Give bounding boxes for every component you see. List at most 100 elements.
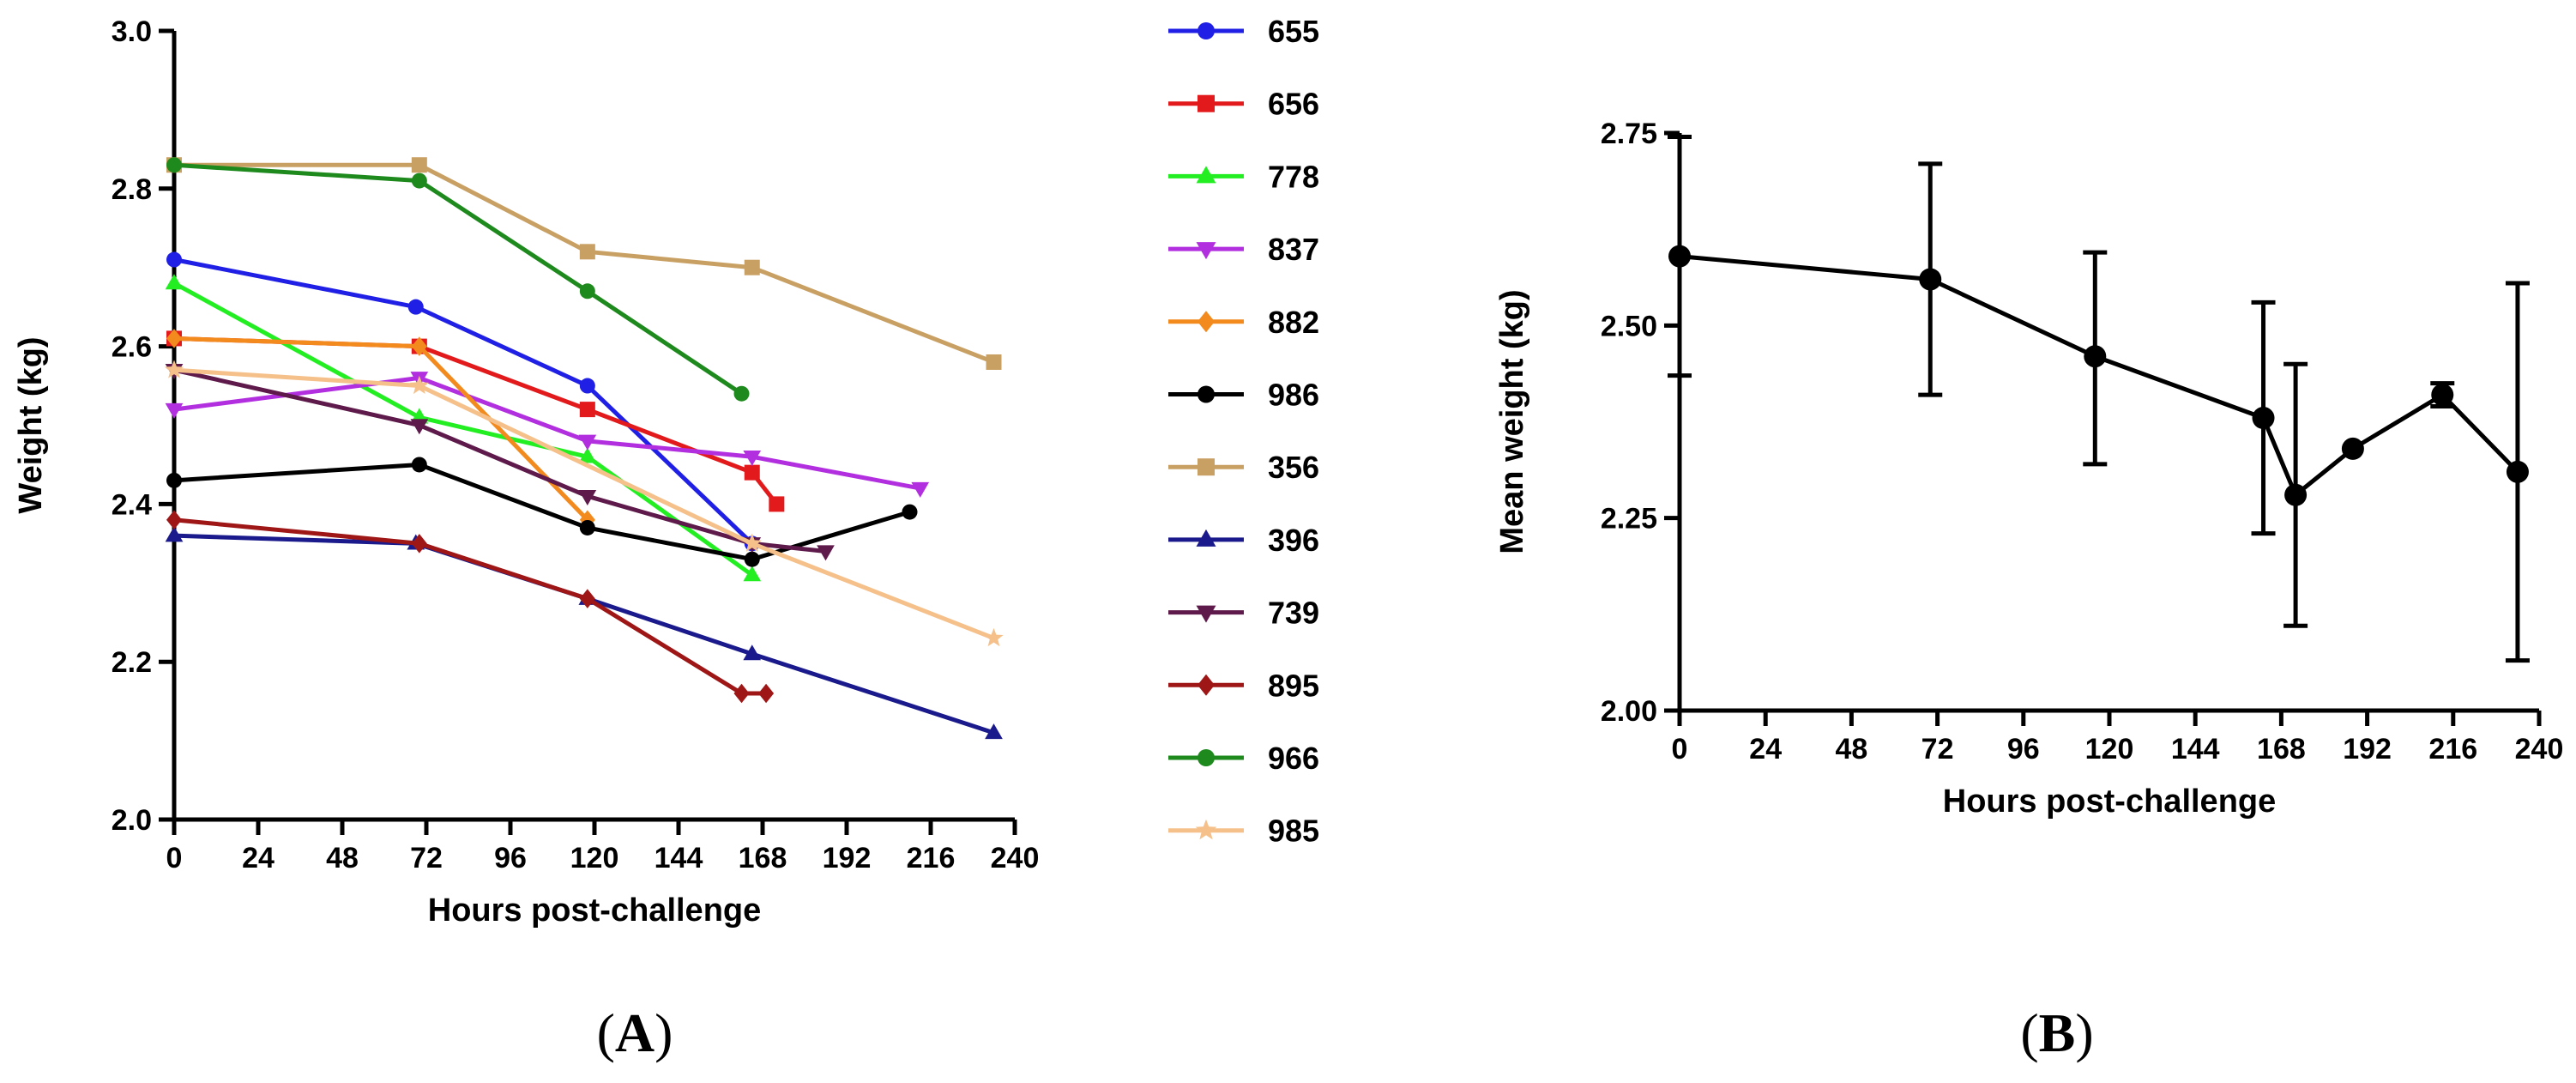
data-point-966 [733,385,750,402]
legend-item-985: 985 [1168,814,1319,849]
legend-swatch-marker [1198,22,1215,39]
data-point-985 [984,627,1004,647]
data-point-396 [985,723,1003,740]
legend-label: 778 [1268,159,1319,194]
data-point-396 [165,526,184,542]
data-point-396 [743,644,762,661]
mean-weight-point [1919,268,1942,291]
data-point-655 [579,378,595,394]
data-point-778 [165,274,184,290]
y-tick-label: 2.2 [112,646,152,679]
series-882 [166,329,595,530]
y-tick-label: 2.75 [1601,118,1657,150]
mean-weight-point [2284,483,2308,506]
data-point-656 [579,402,595,418]
x-tick-label: 72 [410,842,443,874]
data-point-739 [410,419,429,435]
data-point-655 [407,299,424,315]
data-point-986 [166,472,182,488]
data-point-985 [164,360,184,378]
data-point-882 [166,329,182,348]
x-tick-label: 168 [2257,733,2306,765]
legend-label: 739 [1268,596,1319,631]
panel-b-chart: 2.00 2.25 2.50 2.75 0 24 48 72 96 120 144 168 192 216… [1494,118,2563,820]
legend-item-739: 739 [1168,596,1319,631]
data-point-656 [744,464,760,481]
legend-item-837: 837 [1168,232,1319,267]
legend-swatch-marker [1198,674,1215,696]
legend-item-655: 655 [1168,14,1319,49]
series-778 [165,274,762,582]
x-tick-label: 144 [655,842,703,874]
y-axis-title: Weight (kg) [13,336,49,513]
data-point-739 [817,545,835,561]
y-tick-label: 2.6 [112,331,152,364]
series-396 [165,526,1003,740]
series-895 [166,510,775,704]
data-point-356 [411,157,427,173]
series-line-882 [173,336,589,522]
legend-label: 986 [1268,378,1319,413]
panel-a-letter: A [615,1002,655,1063]
x-axis-title: Hours post-challenge [1943,784,2277,820]
data-point-966 [166,157,182,173]
x-tick-label: 168 [739,842,787,874]
legend-swatch-marker [1198,385,1215,403]
y-axis-title: Mean weight (kg) [1494,289,1530,554]
data-point-986 [579,519,595,535]
mean-weight-point [2431,384,2454,407]
x-tick-label: 72 [1921,733,1954,765]
data-point-895 [733,683,750,704]
data-point-655 [166,251,182,268]
data-point-986 [744,551,760,567]
data-point-356 [579,244,595,260]
legend-swatch-marker [1196,605,1216,623]
series-985 [164,360,1004,647]
mean-weight-point [1668,245,1691,268]
x-tick-label: 216 [907,842,956,874]
legend-swatch-marker [1198,311,1215,333]
x-tick-label: 48 [326,842,359,874]
data-point-837 [165,402,184,419]
data-point-656 [769,496,785,512]
data-point-895 [411,534,427,554]
series-line-655 [173,257,754,546]
x-tick-label: 192 [2343,733,2392,765]
legend-item-986: 986 [1168,378,1319,413]
mean-weight-point [2341,437,2364,460]
series-mean-weight [1668,134,2530,663]
data-point-895 [579,589,595,608]
panel-b-caption: (B) [2020,1002,2093,1063]
x-axis-title: Hours post-challenge [428,892,762,929]
y-tick-label: 2.0 [112,804,152,837]
legend-item-966: 966 [1168,741,1319,776]
data-point-882 [411,336,427,356]
data-point-986 [411,457,427,473]
mean-weight-line [1679,254,2519,498]
series-986 [166,457,918,567]
data-point-837 [743,451,762,467]
y-tick-label: 2.00 [1601,695,1657,728]
panel-a-chart: 2.0 2.2 2.4 2.6 2.8 3.0 0 24 48 72 96 120 144 168 192 2… [13,14,1319,929]
data-point-356 [986,354,1002,370]
series-356 [166,157,1002,370]
legend-swatch-marker [1198,94,1215,112]
legend-label: 882 [1268,305,1319,340]
x-tick-label: 0 [1672,733,1688,765]
y-tick-label: 3.0 [112,15,152,48]
y-tick-label: 2.4 [112,488,152,521]
series-line-985 [173,367,995,640]
x-tick-label: 144 [2171,733,2220,765]
series-line-356 [174,162,995,365]
legend-label: 895 [1268,668,1319,703]
data-point-966 [579,283,595,299]
mean-weight-point [2506,460,2529,483]
x-tick-label: 96 [494,842,527,874]
data-point-778 [578,447,597,463]
legend: 655 656 778 837 882 986 356 396 739 895 966 985 [1168,14,1319,849]
legend-swatch-marker [1196,529,1216,547]
data-point-895 [758,683,775,704]
legend-label: 656 [1268,87,1319,122]
x-tick-label: 240 [2515,733,2564,765]
legend-item-778: 778 [1168,159,1319,194]
